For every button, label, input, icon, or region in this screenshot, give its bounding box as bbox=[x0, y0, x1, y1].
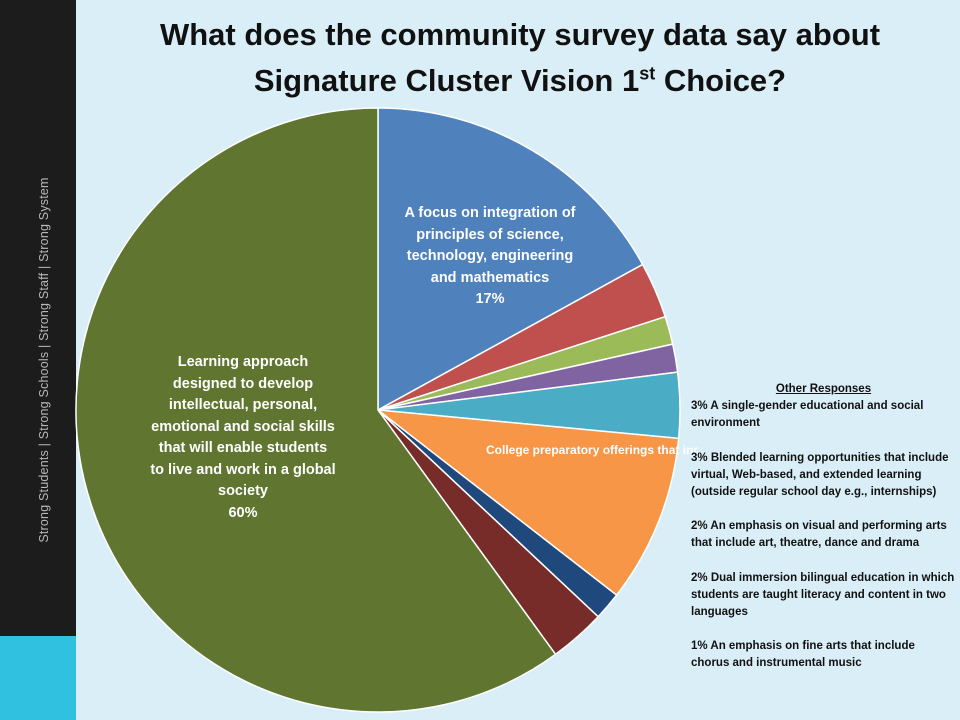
other-response-item: 1% An emphasis on fine arts that include… bbox=[691, 640, 915, 670]
title-line-1: What does the community survey data say … bbox=[159, 17, 881, 52]
pie-slice-8 bbox=[75, 107, 557, 713]
page-title: What does the community survey data say … bbox=[90, 12, 950, 104]
title-line-2-main: Signature Cluster Vision 1 bbox=[253, 63, 640, 98]
title-line-2-end: Choice? bbox=[655, 63, 787, 98]
slice-label-stem: A focus on integration of principles of … bbox=[404, 205, 576, 307]
pie-slice-5 bbox=[375, 409, 680, 597]
other-response-item: 2% An emphasis on visual and performing … bbox=[691, 520, 947, 550]
slice-label-college-prep: College preparatory offerings that inclu… bbox=[486, 443, 698, 457]
other-response-item: 3% A single-gender educational and socia… bbox=[691, 400, 924, 430]
other-responses-heading: Other Responses bbox=[775, 383, 872, 395]
other-responses-legend: Other Responses 3% A single-gender educa… bbox=[691, 381, 956, 690]
other-response-item: 2% Dual immersion bilingual education in… bbox=[691, 571, 955, 619]
sidebar-accent-bar bbox=[0, 636, 76, 720]
title-line-2: Signature Cluster Vision 1st Choice? bbox=[90, 58, 950, 104]
pie-slice-0 bbox=[377, 107, 644, 412]
slice-label-learning-approach: Learning approach designed to develop in… bbox=[150, 354, 336, 521]
sidebar: Strong Students | Strong Schools | Stron… bbox=[0, 0, 76, 636]
other-response-item: 3% Blended learning opportunities that i… bbox=[691, 451, 949, 499]
title-superscript: st bbox=[639, 63, 656, 84]
